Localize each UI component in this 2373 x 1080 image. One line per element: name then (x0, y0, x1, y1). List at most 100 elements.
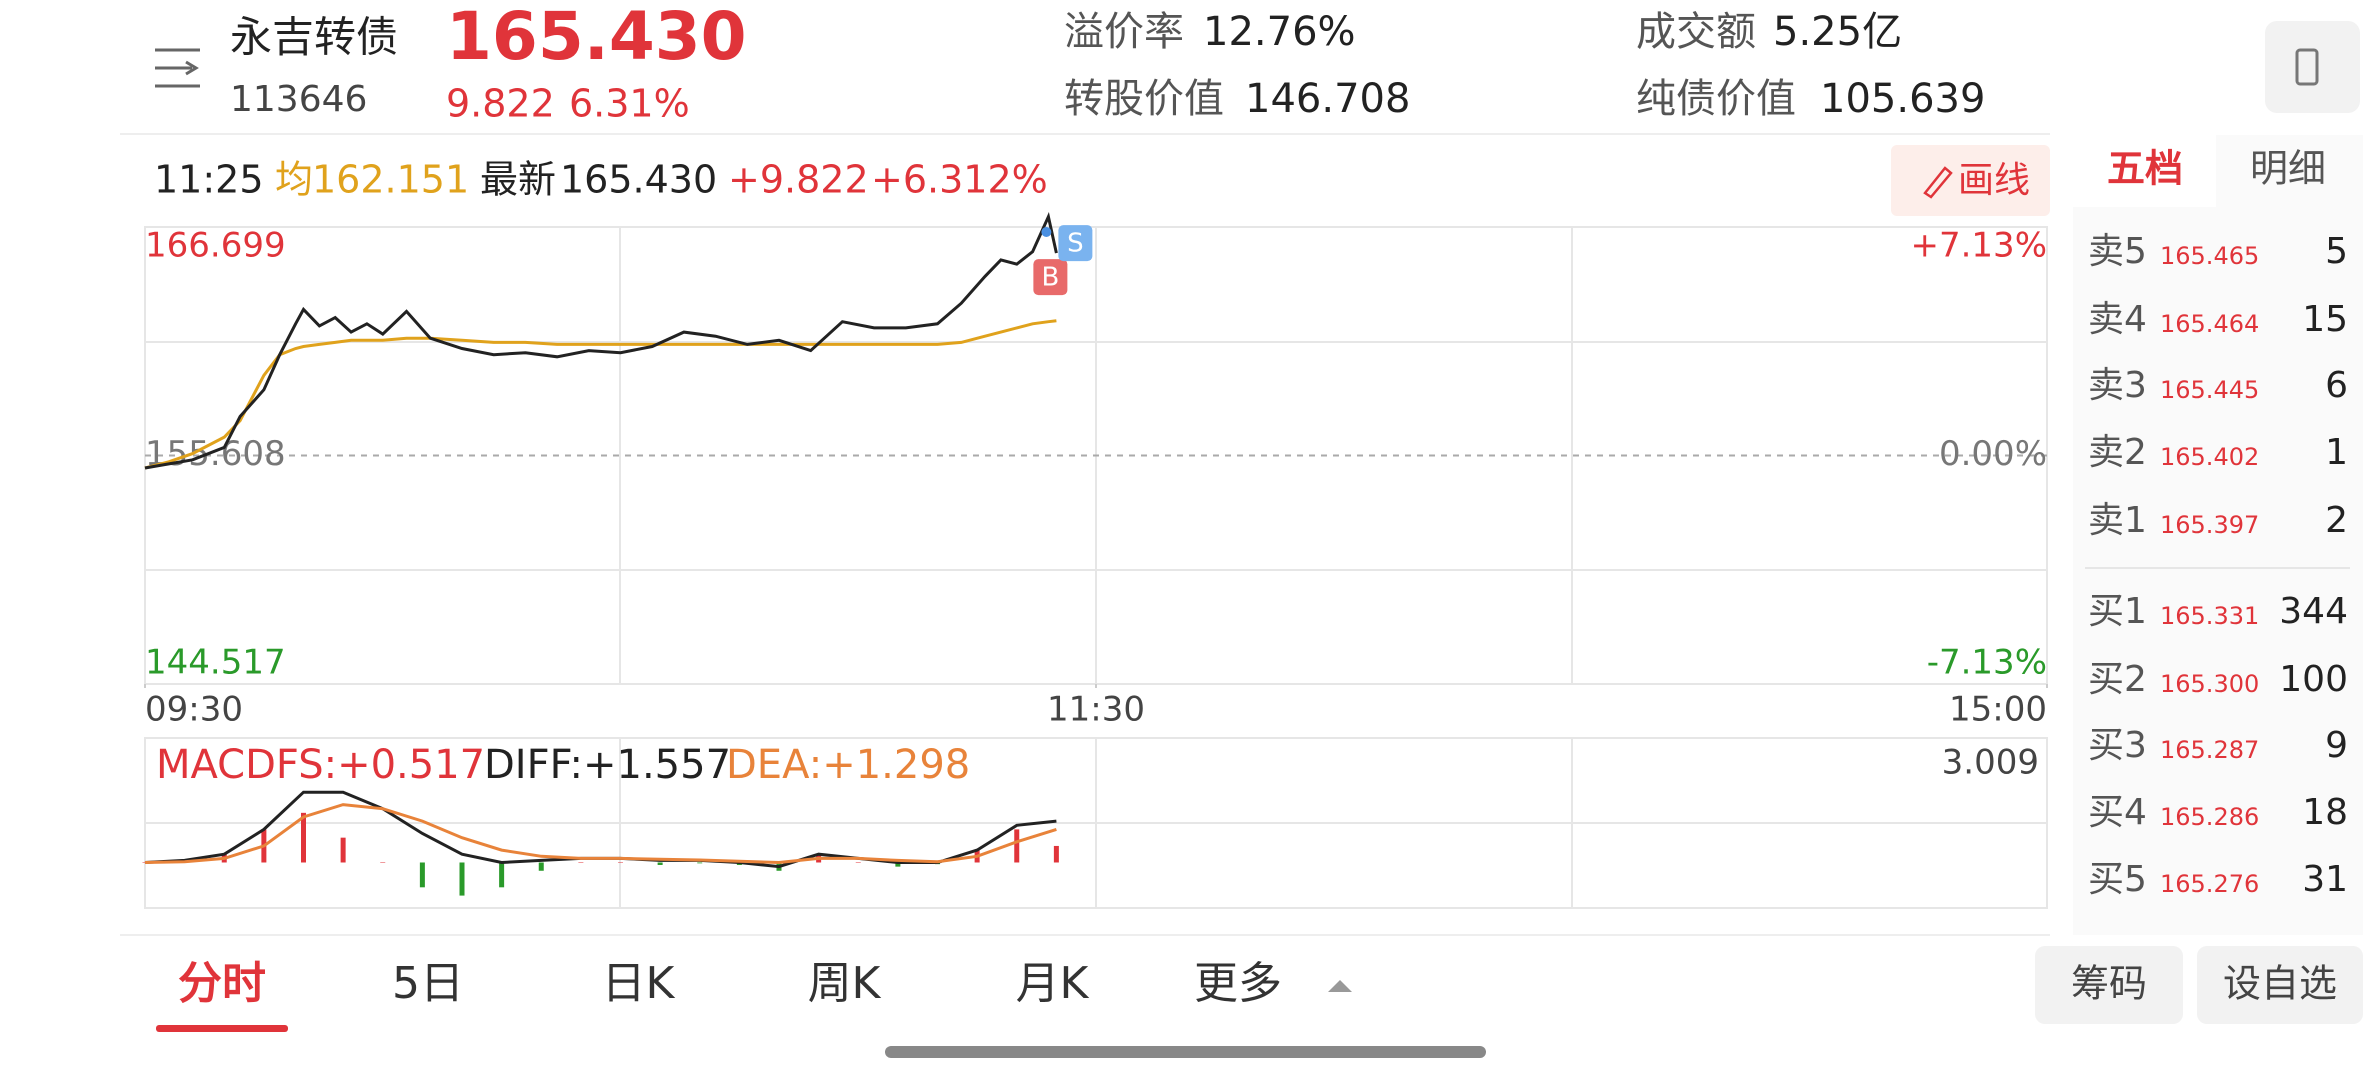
book-price: 165.287 (2160, 736, 2259, 764)
buy-marker: B (1041, 263, 1059, 293)
macd-bar (618, 862, 623, 863)
change-pct: 6.31% (569, 82, 690, 126)
home-indicator (885, 1046, 1486, 1058)
stat-value: 12.76% (1203, 9, 1356, 55)
stat-label: 转股价值 (1064, 76, 1224, 122)
change: 9.822 (446, 82, 555, 126)
book-volume: 6 (2325, 365, 2348, 406)
macd-bar (855, 862, 861, 863)
chip-button[interactable] (2035, 946, 2183, 1024)
period-tab[interactable]: 月K (1016, 958, 1090, 1009)
series-line (144, 319, 1057, 470)
book-volume: 100 (2279, 659, 2348, 700)
book-label: 卖3 (2088, 365, 2147, 406)
stat-value: 5.25亿 (1773, 9, 1902, 55)
macd-bar (142, 862, 148, 863)
macd-bar (1053, 845, 1059, 863)
period-tab[interactable]: 周K (808, 958, 882, 1009)
macd-bar (499, 862, 505, 888)
y2-tick-label: 0.00% (1939, 434, 2047, 474)
macd-bar (1014, 829, 1020, 863)
sell-marker: S (1067, 229, 1084, 259)
tab-underline (156, 1025, 288, 1032)
buy-marker-bg (1033, 259, 1068, 296)
device-button[interactable] (2265, 21, 2360, 113)
book-volume: 9 (2325, 725, 2348, 766)
x-tick-label: 09:30 (145, 690, 243, 730)
price: 165.430 (446, 0, 747, 75)
book-label: 买4 (2088, 792, 2147, 833)
watchlist-button[interactable] (2197, 946, 2363, 1024)
indicator-label: DIFF:+1.557 (484, 742, 731, 788)
indicator-label: MACDFS:+0.517 (156, 742, 485, 788)
period-tab[interactable]: 分时 (178, 958, 266, 1009)
period-tab[interactable]: 5日 (392, 958, 464, 1009)
stat-label: 溢价率 (1064, 9, 1184, 55)
y2-tick-label: -7.13% (1927, 643, 2047, 683)
book-price: 165.465 (2160, 242, 2259, 270)
book-label: 买1 (2088, 591, 2147, 632)
active-tab-bg (2073, 135, 2216, 207)
latest-label: 最新 (480, 158, 556, 202)
book-volume: 2 (2325, 500, 2348, 541)
book-volume: 31 (2302, 859, 2348, 900)
order-book-tab[interactable]: 五档 (2107, 147, 2183, 191)
book-price: 165.276 (2160, 870, 2259, 898)
macd-bar (538, 862, 544, 871)
quote-time: 11:25 (154, 158, 264, 202)
more-arrow (1328, 980, 1352, 992)
menu-icon[interactable] (155, 48, 200, 88)
order-book-tab[interactable]: 明细 (2250, 147, 2326, 191)
book-volume: 1 (2325, 432, 2348, 473)
macd-bar (578, 862, 584, 863)
draw-button-label: 画线 (1958, 160, 2030, 201)
macd-bar (895, 862, 901, 867)
book-label: 买3 (2088, 725, 2147, 766)
stat-value: 146.708 (1245, 76, 1410, 122)
pen-icon (1923, 166, 1953, 199)
order-book-panel (2073, 135, 2363, 935)
quote-change: +9.822 (728, 158, 869, 202)
book-price: 165.397 (2160, 511, 2259, 539)
series-line (144, 211, 1058, 470)
book-price: 165.286 (2160, 803, 2259, 831)
book-volume: 18 (2302, 792, 2348, 833)
latest-price: 165.430 (560, 158, 717, 202)
avg-price: 162.151 (312, 158, 469, 202)
macd-bar (697, 862, 703, 864)
peak-dot (1041, 227, 1052, 237)
stat-label: 纯债价值 (1636, 76, 1796, 122)
period-tab[interactable]: 日K (602, 958, 676, 1009)
chip-button-label: 筹码 (2071, 962, 2147, 1006)
macd-bar (301, 812, 306, 863)
book-price: 165.402 (2160, 443, 2259, 471)
stat-label: 成交额 (1636, 9, 1756, 55)
y-tick-label: 155.608 (145, 434, 286, 474)
book-label: 买2 (2088, 659, 2147, 700)
device-icon (2295, 48, 2319, 86)
book-label: 卖4 (2088, 299, 2147, 340)
book-label: 卖5 (2088, 231, 2147, 272)
macd-bar (380, 862, 386, 863)
book-label: 买5 (2088, 859, 2147, 900)
sell-marker-bg (1058, 225, 1093, 262)
period-tab[interactable]: 更多 (1194, 958, 1282, 1009)
macd-bar (419, 862, 425, 888)
book-volume: 5 (2325, 231, 2348, 272)
book-price: 165.464 (2160, 310, 2259, 338)
quote-change-pct: +6.312% (871, 158, 1048, 202)
book-volume: 15 (2302, 299, 2348, 340)
series-line (144, 790, 1057, 869)
macd-bar (340, 837, 346, 863)
watchlist-button-label: 设自选 (2223, 962, 2337, 1006)
indicator-label: DEA:+1.298 (726, 742, 970, 788)
book-label: 卖1 (2088, 500, 2147, 541)
y-tick-label: 166.699 (145, 226, 286, 266)
series-line (144, 803, 1057, 865)
bond-name: 永吉转债 (230, 13, 398, 62)
macd-bar (657, 862, 663, 865)
book-volume: 344 (2279, 591, 2348, 632)
stat-value: 105.639 (1820, 76, 1985, 122)
